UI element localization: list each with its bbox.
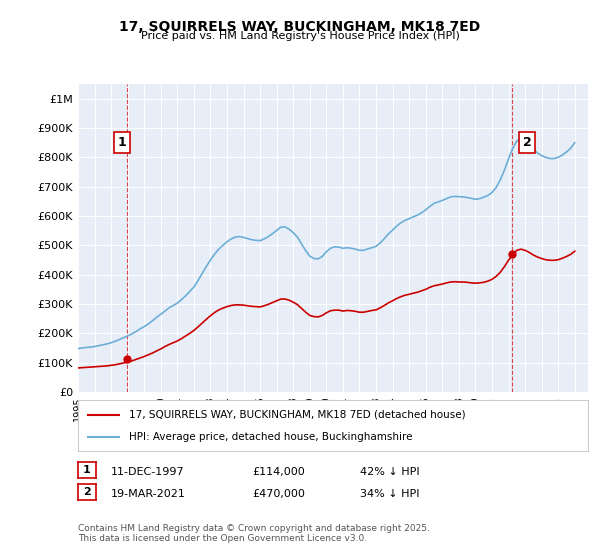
Text: 19-MAR-2021: 19-MAR-2021 [111,489,186,499]
Text: 1: 1 [118,136,126,149]
Text: 17, SQUIRRELS WAY, BUCKINGHAM, MK18 7ED (detached house): 17, SQUIRRELS WAY, BUCKINGHAM, MK18 7ED … [129,409,466,419]
Text: £470,000: £470,000 [252,489,305,499]
Text: 11-DEC-1997: 11-DEC-1997 [111,466,185,477]
Text: 42% ↓ HPI: 42% ↓ HPI [360,466,419,477]
Text: 2: 2 [523,136,532,149]
Text: 1: 1 [83,465,91,475]
Text: 34% ↓ HPI: 34% ↓ HPI [360,489,419,499]
Text: Price paid vs. HM Land Registry's House Price Index (HPI): Price paid vs. HM Land Registry's House … [140,31,460,41]
Text: 2: 2 [83,487,91,497]
Text: 17, SQUIRRELS WAY, BUCKINGHAM, MK18 7ED: 17, SQUIRRELS WAY, BUCKINGHAM, MK18 7ED [119,20,481,34]
Text: £114,000: £114,000 [252,466,305,477]
Text: HPI: Average price, detached house, Buckinghamshire: HPI: Average price, detached house, Buck… [129,432,413,442]
Text: Contains HM Land Registry data © Crown copyright and database right 2025.
This d: Contains HM Land Registry data © Crown c… [78,524,430,543]
